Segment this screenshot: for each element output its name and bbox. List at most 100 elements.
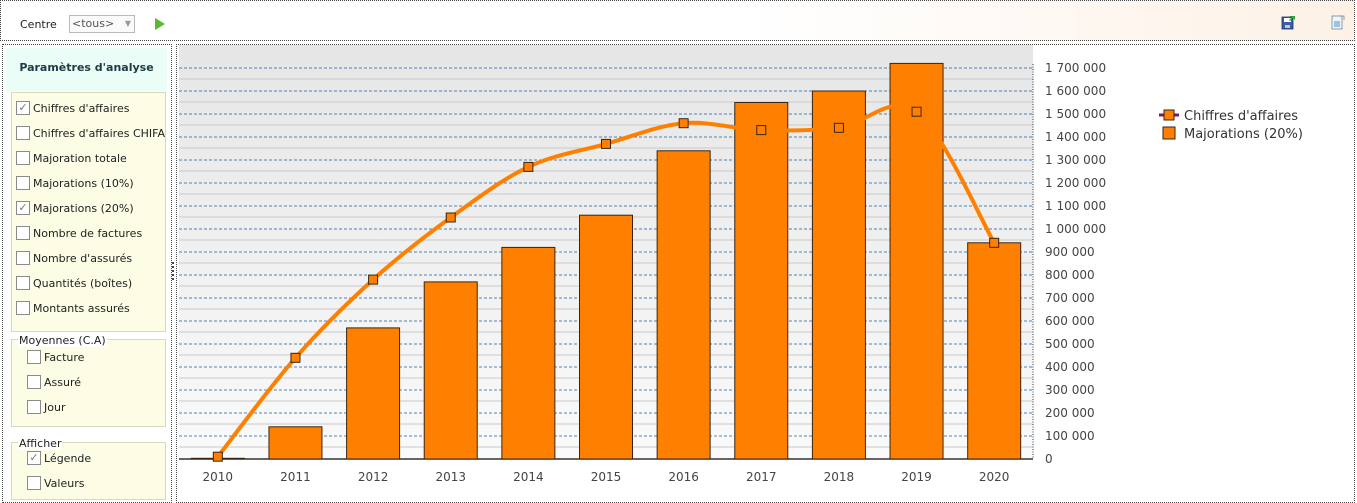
bar[interactable]: [268, 426, 323, 460]
y-tick-label: 1 300 000: [1045, 153, 1106, 167]
checkbox-checked-icon[interactable]: ✓: [16, 101, 30, 115]
line-point-marker[interactable]: [445, 212, 456, 223]
toolbar: Centre <tous> ▼: [0, 0, 1355, 41]
y-tick-label: 400 000: [1045, 360, 1095, 374]
chart-area: 0 100 000 200 000 300 000 400 000 500 000 600 …: [176, 44, 1355, 503]
checkbox-icon[interactable]: [16, 126, 30, 140]
line-point-marker[interactable]: [368, 274, 379, 285]
x-tick-label: 2017: [746, 470, 777, 484]
bar[interactable]: [811, 90, 866, 460]
metric-checkbox-row[interactable]: Nombre d'assurés: [16, 251, 132, 271]
metric-checkbox-label: Majorations (20%): [33, 202, 134, 215]
metric-checkbox-row[interactable]: Nombre de factures: [16, 226, 142, 246]
legend-label: Chiffres d'affaires: [1184, 109, 1298, 124]
y-tick-label: 1 700 000: [1045, 61, 1106, 75]
legend-bar-swatch: [1162, 126, 1176, 140]
checkbox-icon[interactable]: [16, 301, 30, 315]
x-tick-label: 2015: [591, 470, 622, 484]
average-checkbox-row[interactable]: Facture: [27, 350, 84, 370]
bar[interactable]: [967, 242, 1022, 460]
checkbox-checked-icon[interactable]: ✓: [16, 201, 30, 215]
checkbox-icon[interactable]: [27, 400, 41, 414]
metric-checkbox-label: Quantités (boîtes): [33, 277, 133, 290]
display-checkbox-row[interactable]: ✓ Légende: [27, 451, 91, 471]
analysis-parameters-panel: Paramètres d'analyse ✓ Chiffres d'affaire…: [2, 44, 172, 503]
checkbox-icon[interactable]: [16, 276, 30, 290]
x-tick-label: 2010: [203, 470, 234, 484]
panel-splitter-handle[interactable]: [172, 262, 178, 280]
display-checkbox-label: Valeurs: [44, 477, 85, 490]
average-checkbox-label: Assuré: [44, 376, 82, 389]
line-point-marker[interactable]: [756, 125, 767, 136]
y-tick-label: 0: [1045, 452, 1053, 466]
x-tick-label: 2016: [668, 470, 699, 484]
line-point-marker[interactable]: [833, 122, 844, 133]
metric-checkbox-row[interactable]: ✓ Chiffres d'affaires: [16, 101, 129, 121]
play-icon[interactable]: [155, 18, 165, 30]
chart-svg: 0 100 000 200 000 300 000 400 000 500 000 600 …: [177, 45, 1354, 502]
metric-checkbox-row[interactable]: Quantités (boîtes): [16, 276, 132, 296]
x-tick-label: 2014: [513, 470, 544, 484]
checkbox-icon[interactable]: [16, 226, 30, 240]
line-point-marker[interactable]: [678, 118, 689, 129]
bar[interactable]: [889, 62, 944, 460]
averages-title: Moyennes (C.A): [18, 334, 107, 347]
checkbox-icon[interactable]: [27, 350, 41, 364]
average-checkbox-row[interactable]: Assuré: [27, 375, 81, 395]
x-tick-label: 2020: [979, 470, 1010, 484]
display-checkbox-label: Légende: [44, 452, 92, 465]
checkbox-icon[interactable]: [16, 151, 30, 165]
legend-label: Majorations (20%): [1184, 127, 1303, 142]
metric-checkbox-row[interactable]: ✓ Majorations (20%): [16, 201, 134, 221]
line-point-marker[interactable]: [212, 451, 223, 462]
checkbox-icon[interactable]: [27, 375, 41, 389]
display-group: Afficher ✓ Légende Valeurs: [11, 437, 166, 500]
metrics-group: ✓ Chiffres d'affaires Chiffres d'affaires …: [11, 92, 166, 332]
metric-checkbox-label: Chiffres d'affaires: [33, 102, 130, 115]
bar[interactable]: [656, 150, 711, 460]
y-tick-label: 1 500 000: [1045, 107, 1106, 121]
x-tick-label: 2018: [824, 470, 855, 484]
average-checkbox-label: Facture: [44, 351, 85, 364]
y-tick-label: 1 100 000: [1045, 199, 1106, 213]
save-export-icon[interactable]: [1281, 15, 1296, 30]
metric-checkbox-label: Majoration totale: [33, 152, 127, 165]
checkbox-icon[interactable]: [27, 476, 41, 490]
average-checkbox-label: Jour: [44, 401, 66, 414]
metric-checkbox-row[interactable]: Majorations (10%): [16, 176, 134, 196]
y-tick-label: 200 000: [1045, 406, 1095, 420]
bar[interactable]: [579, 214, 633, 460]
line-point-marker[interactable]: [911, 106, 922, 117]
metric-checkbox-row[interactable]: Montants assurés: [16, 301, 130, 321]
x-tick-label: 2013: [435, 470, 466, 484]
legend-line-marker: [1163, 109, 1175, 121]
metric-checkbox-row[interactable]: Chiffres d'affaires CHIFA: [16, 126, 165, 146]
checkbox-icon[interactable]: [16, 251, 30, 265]
bar[interactable]: [734, 102, 789, 460]
metric-checkbox-row[interactable]: Majoration totale: [16, 151, 127, 171]
average-checkbox-row[interactable]: Jour: [27, 400, 65, 420]
centre-select[interactable]: <tous> ▼: [69, 15, 135, 33]
display-checkbox-row[interactable]: Valeurs: [27, 476, 84, 496]
line-point-marker[interactable]: [523, 161, 534, 172]
bar[interactable]: [346, 327, 401, 460]
bar[interactable]: [423, 281, 478, 460]
x-tick-label: 2011: [280, 470, 311, 484]
metric-checkbox-label: Montants assurés: [33, 302, 130, 315]
y-tick-label: 100 000: [1045, 429, 1095, 443]
metric-checkbox-label: Nombre de factures: [33, 227, 143, 240]
y-tick-label: 700 000: [1045, 291, 1095, 305]
chevron-down-icon: ▼: [124, 19, 131, 28]
line-point-marker[interactable]: [290, 352, 301, 363]
document-export-icon[interactable]: [1330, 15, 1345, 30]
averages-group: Moyennes (C.A) Facture Assuré Jour: [11, 334, 166, 427]
metric-checkbox-label: Chiffres d'affaires CHIFA: [33, 127, 165, 140]
bar[interactable]: [501, 246, 556, 460]
panel-title: Paramètres d'analyse: [6, 48, 167, 91]
checkbox-icon[interactable]: [16, 176, 30, 190]
y-tick-label: 600 000: [1045, 314, 1095, 328]
checkbox-checked-icon[interactable]: ✓: [27, 451, 41, 465]
y-tick-label: 1 600 000: [1045, 84, 1106, 98]
line-point-marker[interactable]: [601, 138, 611, 149]
line-point-marker[interactable]: [989, 237, 1000, 248]
